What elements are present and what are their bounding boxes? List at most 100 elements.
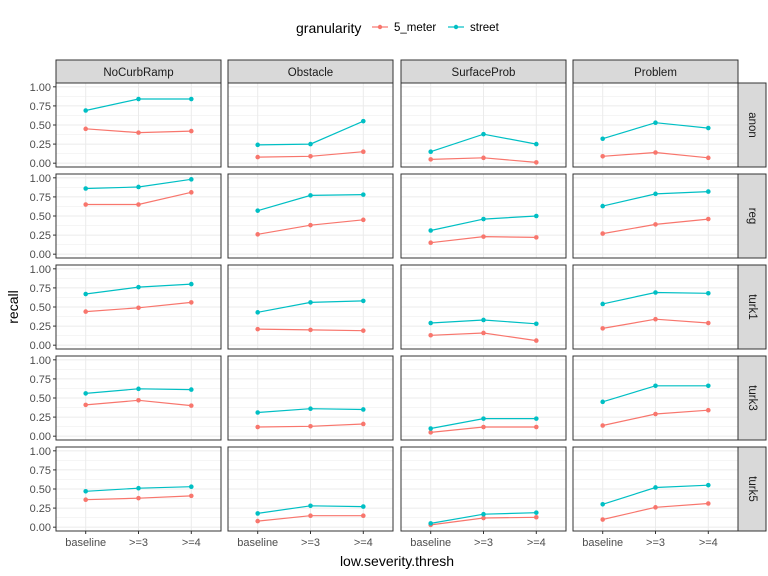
y-tick-label: 0.00 [30, 340, 51, 352]
panel-border [572, 355, 739, 441]
data-point-5-meter [255, 518, 260, 524]
data-point-5-meter [255, 154, 260, 160]
data-point-5-meter [136, 495, 141, 501]
y-tick-label: 1.00 [30, 446, 51, 458]
data-point-5-meter [600, 517, 605, 522]
column-strip-surfaceprob: SurfaceProb [400, 59, 567, 84]
panel-turk3-obstacle [227, 355, 394, 441]
legend-item-street: street [448, 22, 500, 34]
data-point-street [428, 521, 434, 526]
panel-border [227, 82, 394, 168]
y-tick-label: 0.25 [30, 139, 51, 151]
legend-key-point [453, 24, 459, 30]
x-axis-surfaceprob: baseline >=3 >=4 [410, 531, 546, 549]
data-point-street [653, 485, 658, 490]
column-strip-problem: Problem [572, 59, 739, 84]
data-point-street [481, 416, 486, 421]
strip-label: turk1 [746, 294, 758, 320]
data-point-5-meter [481, 424, 486, 430]
panel-turk1-surfaceprob [400, 264, 567, 350]
data-point-street [706, 125, 711, 131]
data-point-street [428, 228, 434, 233]
data-point-5-meter [136, 202, 141, 207]
column-strip-nocurbramp: NoCurbRamp [55, 59, 222, 84]
x-axis-problem: baseline >=3 >=4 [582, 531, 718, 549]
data-point-5-meter [534, 338, 539, 343]
data-point-5-meter [83, 202, 88, 207]
row-strip-anon: anon [737, 82, 767, 168]
data-point-street [534, 321, 539, 327]
strip-label: reg [746, 208, 758, 225]
y-axis-anon: 0.00 0.25 0.50 0.75 1.00 [30, 82, 56, 170]
y-tick-label: 0.50 [30, 484, 51, 496]
panel-turk1-problem [572, 264, 739, 350]
data-point-5-meter [653, 316, 658, 322]
x-axis-nocurbramp: baseline >=3 >=4 [65, 531, 201, 549]
data-point-street [189, 281, 194, 287]
data-point-5-meter [600, 326, 605, 331]
data-point-5-meter [136, 130, 141, 135]
x-tick-label: >=3 [646, 537, 665, 549]
y-tick-label: 1.00 [30, 173, 51, 185]
data-point-5-meter [706, 501, 711, 506]
data-point-street [361, 504, 366, 509]
panel-turk5-surfaceprob [400, 446, 567, 532]
panel-border [400, 264, 567, 350]
data-point-street [189, 484, 194, 490]
legend-item-5-meter: 5_meter [372, 22, 436, 34]
data-point-street [481, 317, 486, 323]
panel-anon-problem [572, 82, 739, 168]
data-point-5-meter [600, 231, 605, 236]
data-point-5-meter [428, 332, 434, 338]
data-point-5-meter [653, 150, 658, 155]
data-point-street [255, 208, 260, 213]
data-point-street [308, 300, 313, 305]
data-point-5-meter [653, 411, 658, 417]
strip-background [737, 264, 767, 350]
panel-turk5-nocurbramp [55, 446, 222, 532]
panel-border [227, 355, 394, 441]
data-point-5-meter [189, 190, 194, 195]
data-point-street [481, 216, 486, 222]
y-axis-turk5: 0.00 0.25 0.50 0.75 1.00 [30, 446, 56, 534]
data-point-street [83, 186, 88, 191]
data-point-street [83, 391, 88, 396]
y-tick-label: 1.00 [30, 82, 51, 94]
data-point-street [600, 399, 605, 405]
y-tick-label: 0.25 [30, 230, 51, 242]
panel-border [572, 82, 739, 168]
column-strip-obstacle: Obstacle [227, 59, 394, 84]
legend-label: street [470, 22, 500, 34]
panel-turk3-surfaceprob [400, 355, 567, 441]
data-point-5-meter [428, 240, 434, 246]
data-point-5-meter [83, 402, 88, 408]
data-point-street [534, 141, 539, 147]
strip-label: Problem [634, 67, 677, 79]
x-tick-label: >=4 [182, 537, 201, 549]
data-point-5-meter [481, 155, 486, 161]
data-point-street [83, 488, 88, 494]
data-point-5-meter [361, 328, 366, 333]
y-tick-label: 0.25 [30, 321, 51, 333]
data-point-street [308, 503, 313, 509]
x-tick-label: baseline [65, 537, 106, 549]
panel-anon-surfaceprob [400, 82, 567, 168]
panel-border [227, 264, 394, 350]
strip-label: turk3 [746, 385, 758, 411]
data-point-street [428, 320, 434, 326]
y-tick-label: 0.75 [30, 101, 51, 113]
x-tick-label: >=4 [699, 537, 718, 549]
strip-label: NoCurbRamp [103, 67, 173, 79]
x-tick-label: >=4 [354, 537, 373, 549]
panel-border [572, 264, 739, 350]
y-tick-label: 0.50 [30, 302, 51, 314]
data-point-street [706, 290, 711, 296]
data-point-5-meter [361, 421, 366, 427]
y-axis-turk1: 0.00 0.25 0.50 0.75 1.00 [30, 264, 56, 352]
data-point-street [361, 192, 366, 197]
data-point-5-meter [600, 154, 605, 159]
data-point-5-meter [308, 154, 313, 159]
y-tick-label: 0.25 [30, 503, 51, 515]
data-point-street [308, 193, 313, 198]
